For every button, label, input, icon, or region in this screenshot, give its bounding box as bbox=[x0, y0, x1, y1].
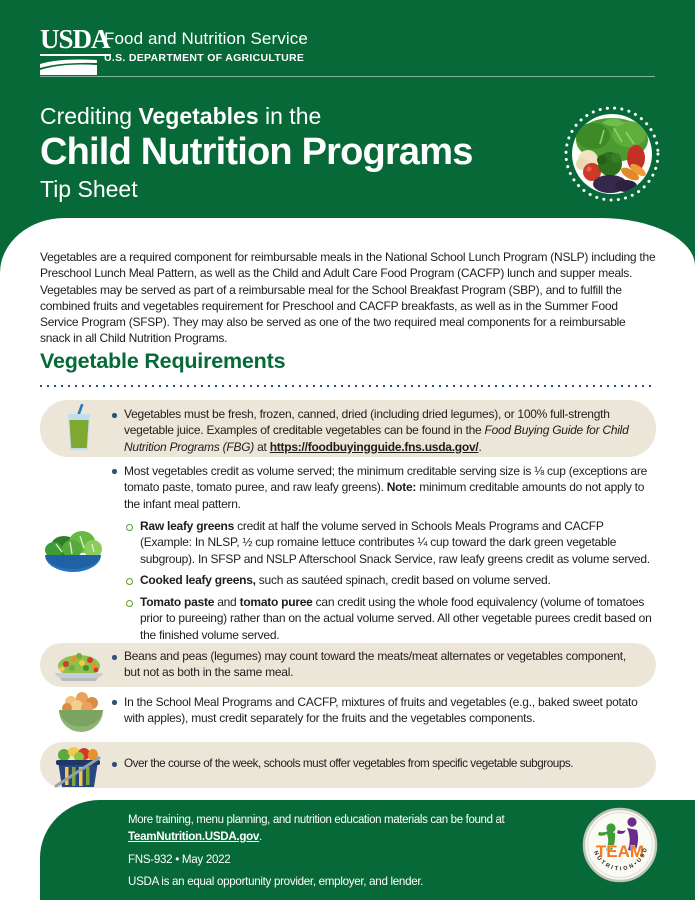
usda-logo: USDA bbox=[40, 24, 111, 56]
grocery-basket-icon bbox=[54, 747, 101, 788]
sub-bullet-raw-leafy: Raw leafy greens credit at half the volu… bbox=[140, 519, 650, 566]
doc-title-main: Child Nutrition Programs bbox=[40, 131, 473, 173]
salad-bowl-icon bbox=[45, 531, 102, 572]
vegetables-photo-badge bbox=[564, 106, 660, 202]
bullet-dot bbox=[112, 762, 117, 767]
footer-link-suffix: . bbox=[259, 830, 262, 843]
juice-glass-icon bbox=[68, 404, 90, 450]
team-nutrition-link[interactable]: TeamNutrition.USDA.gov bbox=[128, 830, 260, 843]
footer-doc-code: FNS-932 • May 2022 bbox=[128, 853, 231, 866]
highlight-box-beans bbox=[40, 643, 656, 687]
header-divider bbox=[40, 76, 655, 77]
bullet-item-juice: Vegetables must be fresh, frozen, canned… bbox=[124, 407, 629, 454]
fruit-veg-bowl-icon bbox=[59, 692, 103, 732]
bullet-dot bbox=[112, 413, 117, 418]
sub-bullet-cooked-leafy: Cooked leafy greens, such as sautéed spi… bbox=[140, 573, 551, 587]
bullet-item-beans: Beans and peas (legumes) may count towar… bbox=[124, 649, 626, 680]
doc-title-line: Crediting Vegetables in the bbox=[40, 103, 322, 129]
department-name: U.S. DEPARTMENT OF AGRICULTURE bbox=[104, 52, 305, 64]
bullet-item-subgroups: Over the course of the week, schools mus… bbox=[124, 757, 574, 770]
bullet-circle bbox=[126, 600, 133, 607]
team-nutrition-logo: TEAM NUTRITION•USDA bbox=[582, 807, 658, 883]
footer-eeo: USDA is an equal opportunity provider, e… bbox=[128, 875, 424, 888]
bullet-dot bbox=[112, 655, 117, 660]
bullet-item-mixtures: In the School Meal Programs and CACFP, m… bbox=[124, 695, 638, 726]
sub-bullet-tomato: Tomato paste and tomato puree can credit… bbox=[140, 595, 652, 642]
doc-title-sub: Tip Sheet bbox=[40, 176, 138, 202]
bullet-dot bbox=[112, 700, 117, 705]
usda-swoosh-icon bbox=[40, 59, 97, 75]
highlight-box-juice bbox=[40, 400, 656, 457]
team-nutrition-wordmark: TEAM bbox=[596, 842, 644, 861]
vegetables-photo bbox=[564, 106, 660, 202]
footer-note: More training, menu planning, and nutrit… bbox=[128, 814, 505, 826]
agency-name: Food and Nutrition Service bbox=[104, 29, 308, 48]
bullet-item-volume: Most vegetables credit as volume served;… bbox=[124, 464, 647, 511]
beans-plate-icon bbox=[55, 653, 103, 681]
bullet-dot bbox=[112, 469, 117, 474]
bullet-circle bbox=[126, 578, 133, 585]
bullet-circle bbox=[126, 524, 133, 531]
dotted-ring bbox=[564, 106, 660, 202]
dotted-divider bbox=[40, 385, 656, 388]
section-heading: Vegetable Requirements bbox=[40, 349, 286, 373]
intro-paragraph: Vegetables are a required component for … bbox=[40, 250, 656, 346]
fbg-link[interactable]: https://foodbuyingguide.fns.usda.gov/ bbox=[269, 439, 479, 454]
highlight-box-subgroups bbox=[40, 742, 656, 788]
